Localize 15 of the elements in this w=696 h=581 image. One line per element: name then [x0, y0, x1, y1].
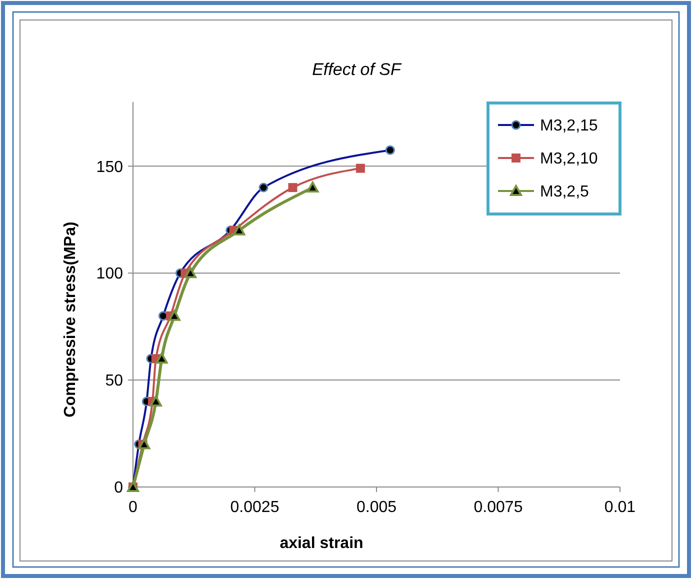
y-tick-label: 150: [96, 158, 124, 176]
y-tick-label: 0: [114, 480, 124, 497]
legend-label: M3,2,10: [540, 150, 598, 168]
x-tick-label: 0.0025: [230, 499, 280, 516]
x-tick-label: 0: [128, 499, 138, 516]
y-tick-label: 50: [105, 372, 124, 390]
y-tick-label: 100: [96, 266, 124, 283]
legend-label: M3,2,5: [540, 184, 590, 201]
y-axis-title: Compressive stress(MPa): [62, 222, 79, 418]
x-axis-title: axial strain: [280, 535, 364, 552]
chart-title: Effect of SF: [312, 60, 403, 79]
x-tick-label: 0.0075: [474, 499, 523, 516]
x-tick-label: 0.01: [604, 499, 636, 516]
legend-label: M3,2,15: [540, 118, 598, 135]
x-tick-label: 0.005: [356, 499, 397, 516]
